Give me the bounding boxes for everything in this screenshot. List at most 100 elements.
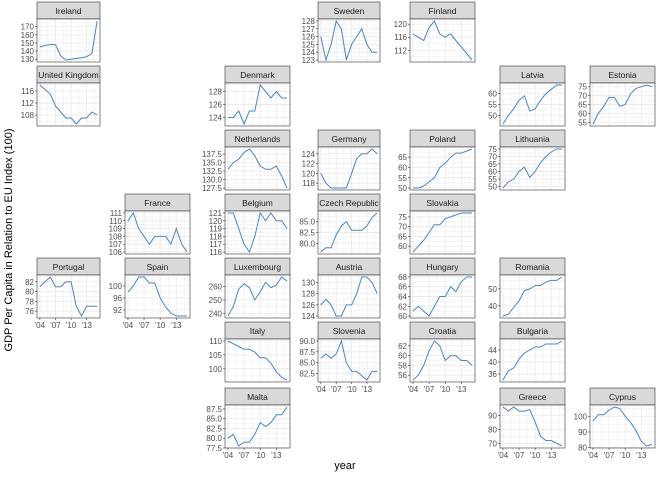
strip-label: Latvia: [521, 70, 544, 80]
y-tick-label: 75: [398, 213, 407, 222]
y-tick-label: 100: [574, 412, 588, 421]
strip-label: Bulgaria: [517, 326, 548, 336]
plot-background: [37, 19, 100, 62]
x-tick-label: '10: [530, 451, 541, 460]
plot-background: [225, 147, 290, 190]
y-tick-label: 119: [209, 225, 222, 234]
strip-label: Finland: [429, 6, 457, 16]
y-tick-label: 60: [398, 352, 407, 361]
y-tick-label: 82.5: [206, 424, 222, 433]
plot-background: [500, 275, 565, 318]
y-tick-label: 64: [398, 293, 407, 302]
x-tick-label: '13: [546, 451, 557, 460]
strip-label: Czech Republic: [319, 198, 379, 208]
y-tick-label: 108: [21, 111, 35, 120]
y-tick-label: 124: [302, 48, 316, 57]
y-tick-label: 55: [398, 174, 407, 183]
y-tick-label: 65: [398, 232, 407, 241]
y-tick-label: 112: [394, 46, 407, 55]
x-tick-label: '07: [424, 385, 435, 394]
strip-label: United Kingdom: [38, 70, 98, 80]
y-tick-label: 122: [302, 160, 316, 169]
y-tick-label: 130.0: [202, 176, 223, 185]
y-tick-label: 44: [488, 346, 497, 355]
x-tick-label: '13: [171, 321, 182, 330]
x-tick-label: '07: [139, 321, 150, 330]
strip-label: Sweden: [334, 6, 365, 16]
x-axis-title: year: [334, 460, 356, 472]
y-tick-label: 50: [488, 285, 497, 294]
y-tick-label: 80.0: [299, 239, 315, 248]
strip-label: Croatia: [429, 326, 457, 336]
x-tick-label: '04: [35, 321, 46, 330]
strip-label: Austria: [336, 262, 363, 272]
x-tick-label: '07: [50, 321, 61, 330]
y-tick-label: 170: [21, 23, 35, 32]
x-tick-label: '13: [271, 451, 282, 460]
plot-background: [500, 339, 565, 382]
y-tick-label: 120: [394, 20, 408, 29]
strip-label: Hungary: [426, 262, 459, 272]
x-tick-label: '13: [362, 385, 373, 394]
y-tick-label: 75: [578, 83, 587, 92]
y-tick-label: 82: [25, 278, 34, 287]
y-tick-label: 124: [302, 150, 316, 159]
plot-background: [125, 275, 190, 318]
y-tick-label: 87.5: [206, 405, 222, 414]
y-tick-label: 116: [209, 248, 222, 257]
y-tick-label: 60: [488, 90, 497, 99]
y-tick-label: 68: [398, 273, 407, 282]
y-tick-label: 130: [21, 55, 35, 64]
y-tick-label: 50: [398, 184, 407, 193]
y-tick-label: 250: [209, 296, 223, 305]
panels: Ireland130140150160170Sweden123124125126…: [21, 2, 655, 460]
y-tick-label: 160: [21, 31, 35, 40]
strip-label: Denmark: [240, 70, 275, 80]
y-tick-label: 135.0: [202, 159, 223, 168]
y-tick-label: 55: [488, 101, 497, 110]
y-tick-label: 96: [113, 294, 122, 303]
y-tick-label: 126: [209, 101, 223, 110]
x-tick-label: '04: [316, 385, 327, 394]
strip-label: Italy: [250, 326, 266, 336]
x-tick-label: '04: [123, 321, 134, 330]
plot-background: [410, 147, 475, 190]
plot-background: [410, 211, 475, 254]
y-tick-label: 123: [302, 56, 316, 65]
y-tick-label: 60: [398, 312, 407, 321]
y-tick-label: 85.0: [299, 218, 315, 227]
y-tick-label: 60: [398, 163, 407, 172]
plot-background: [318, 339, 380, 382]
y-tick-label: 137.5: [202, 150, 223, 159]
y-tick-label: 110: [209, 337, 222, 346]
y-tick-label: 70: [398, 223, 407, 232]
strip-label: Netherlands: [235, 134, 281, 144]
y-tick-label: 128: [209, 87, 223, 96]
y-tick-label: 66: [398, 283, 407, 292]
y-tick-label: 109: [109, 225, 123, 234]
y-tick-label: 126: [302, 33, 316, 42]
y-tick-label: 128: [302, 290, 316, 299]
y-tick-label: 78: [25, 297, 34, 306]
strip-label: Portugal: [53, 262, 85, 272]
y-tick-label: 124: [209, 114, 223, 123]
y-tick-label: 120: [209, 217, 223, 226]
y-tick-label: 62: [398, 342, 407, 351]
plot-background: [500, 405, 565, 448]
